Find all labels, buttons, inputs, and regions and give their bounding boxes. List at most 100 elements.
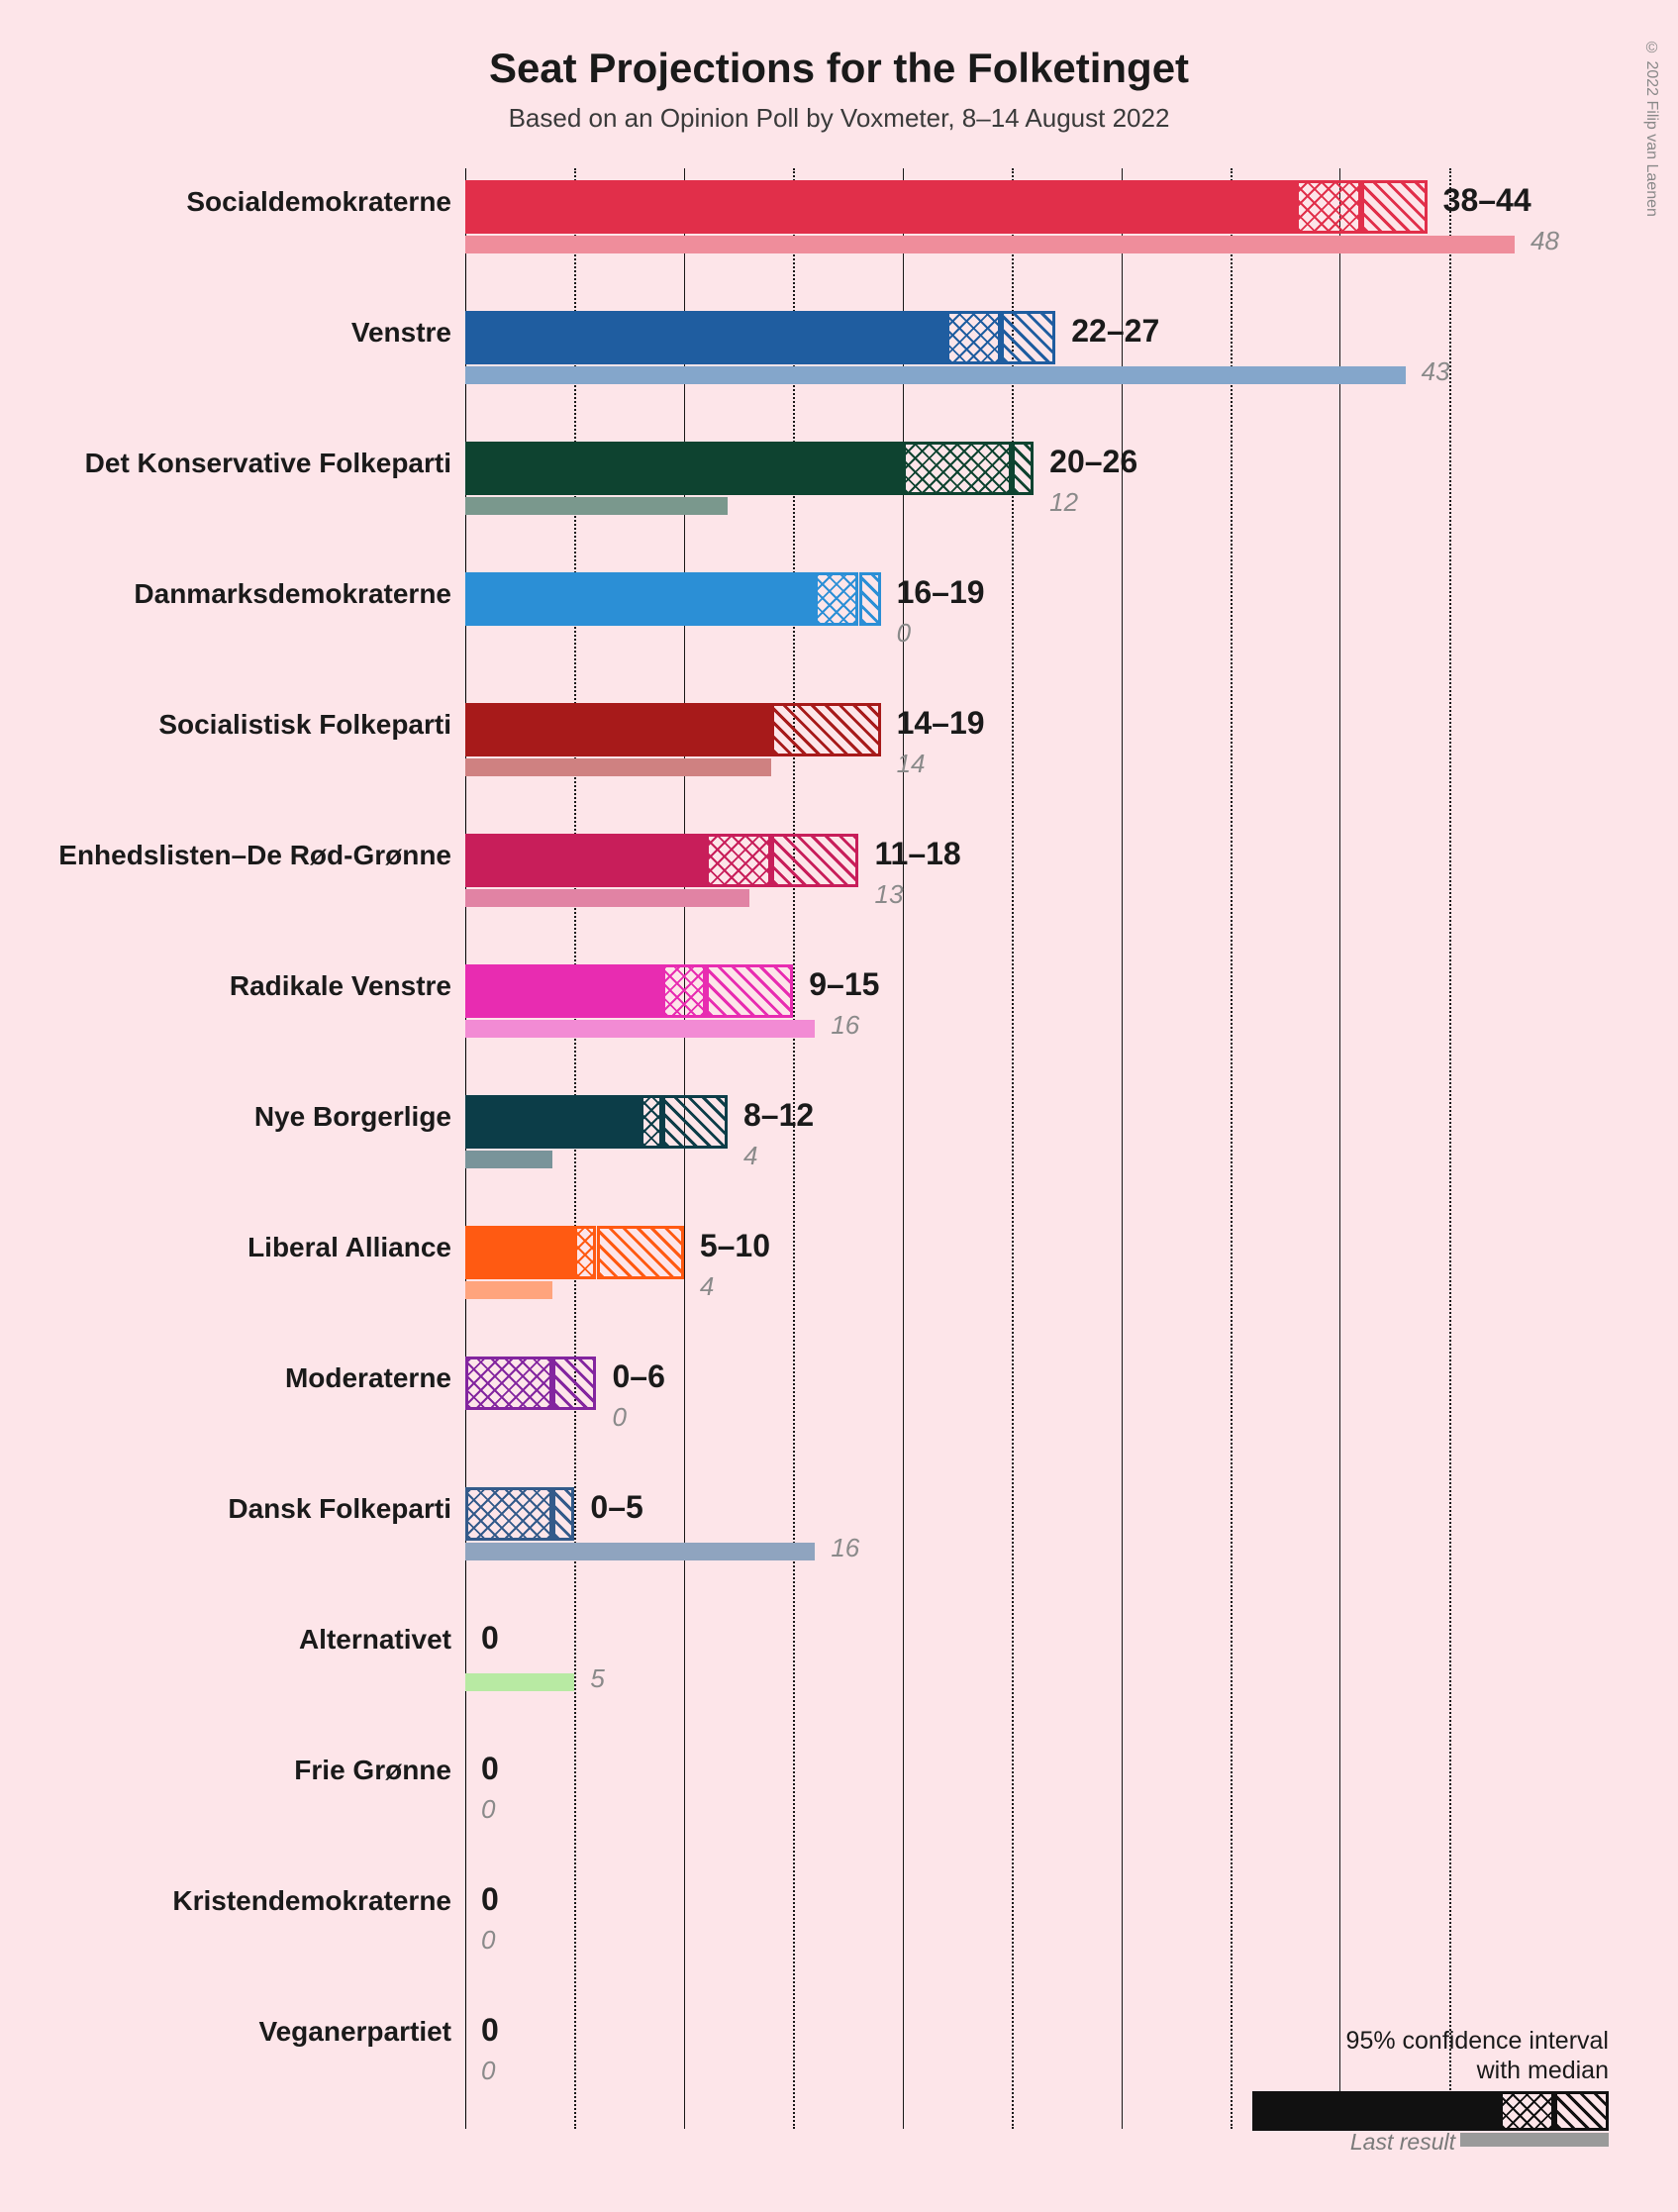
seat-bar-crosshatch [903, 442, 1012, 495]
party-name: Socialdemokraterne [186, 186, 451, 218]
seat-bar-diag [771, 834, 858, 887]
last-result-bar [465, 1020, 815, 1038]
last-result-label: 12 [1049, 487, 1078, 518]
last-result-bar [465, 366, 1406, 384]
seat-bar-diag [706, 964, 793, 1018]
chart-subtitle: Based on an Opinion Poll by Voxmeter, 8–… [0, 103, 1678, 134]
last-result-label: 0 [481, 1925, 495, 1956]
seat-bar-diag [662, 1095, 728, 1149]
seat-bar-crosshatch [706, 834, 771, 887]
party-row: Radikale Venstre 9–15 16 [59, 953, 1619, 1083]
legend-swatch: Last result [1252, 2091, 1609, 2153]
seat-bar-solid [465, 180, 1296, 234]
chart-plot-area: Socialdemokraterne38–4448Venstre22–2743D… [59, 168, 1619, 2153]
range-label: 20–26 [1049, 444, 1137, 480]
chart-title: Seat Projections for the Folketinget [0, 45, 1678, 92]
legend-crosshatch [1500, 2091, 1554, 2131]
legend: 95% confidence interval with median Last… [1252, 2026, 1609, 2153]
chart-canvas: Seat Projections for the Folketinget Bas… [0, 0, 1678, 2212]
seat-bar-solid [465, 311, 946, 364]
last-result-label: 16 [831, 1533, 859, 1563]
legend-line2: with median [1477, 2057, 1609, 2084]
party-name: Socialistisk Folkeparti [158, 709, 451, 741]
last-result-label: 13 [875, 879, 904, 910]
seat-bar-diag [552, 1357, 596, 1410]
party-name: Danmarksdemokraterne [134, 578, 451, 610]
party-name: Frie Grønne [294, 1755, 451, 1786]
party-row: Moderaterne0–60 [59, 1345, 1619, 1475]
last-result-label: 14 [897, 749, 926, 779]
seat-bar-solid [465, 572, 815, 626]
legend-last-bar [1460, 2133, 1609, 2147]
last-result-label: 48 [1530, 226, 1559, 256]
party-name: Enhedslisten–De Rød-Grønne [58, 840, 451, 871]
seat-bar-diag [859, 572, 881, 626]
party-name: Moderaterne [285, 1362, 451, 1394]
range-label: 0 [481, 2012, 499, 2049]
last-result-bar [465, 236, 1515, 253]
last-result-bar [465, 758, 771, 776]
seat-bar-crosshatch [815, 572, 858, 626]
party-row: Venstre22–2743 [59, 299, 1619, 430]
seat-bar-diag [771, 703, 880, 756]
last-result-label: 0 [897, 618, 911, 649]
party-name: Liberal Alliance [247, 1232, 451, 1263]
seat-bar-solid [465, 1095, 641, 1149]
last-result-label: 4 [700, 1271, 714, 1302]
party-row: Danmarksdemokraterne 16–19 0 [59, 560, 1619, 691]
seat-bar-solid [465, 964, 662, 1018]
party-row: Kristendemokraterne 0 0 [59, 1867, 1619, 1998]
seat-bar-crosshatch [1296, 180, 1361, 234]
party-name: Dansk Folkeparti [228, 1493, 451, 1525]
range-label: 0–6 [613, 1358, 665, 1395]
party-row: Dansk Folkeparti 0–5 16 [59, 1475, 1619, 1606]
last-result-label: 43 [1422, 356, 1450, 387]
seat-bar-diag [597, 1226, 684, 1279]
party-name: Det Konservative Folkeparti [85, 448, 451, 479]
last-result-label: 16 [831, 1010, 859, 1041]
range-label: 16–19 [897, 574, 985, 611]
range-label: 0–5 [590, 1489, 642, 1526]
seat-bar-crosshatch [946, 311, 1001, 364]
seat-bar-solid [465, 834, 706, 887]
party-row: Socialistisk Folkeparti 14–19 14 [59, 691, 1619, 822]
range-label: 14–19 [897, 705, 985, 742]
seat-bar-solid [465, 442, 903, 495]
party-name: Venstre [351, 317, 451, 349]
last-result-bar [465, 497, 728, 515]
last-result-bar [465, 1151, 552, 1168]
last-result-label: 4 [743, 1141, 757, 1171]
range-label: 0 [481, 1881, 499, 1918]
range-label: 0 [481, 1620, 499, 1657]
seat-bar-crosshatch [662, 964, 706, 1018]
range-label: 5–10 [700, 1228, 770, 1264]
copyright-text: © 2022 Filip van Laenen [1642, 40, 1660, 217]
seat-bar-solid [465, 1226, 574, 1279]
seat-bar-diag [1012, 442, 1034, 495]
seat-bar-crosshatch [465, 1357, 552, 1410]
last-result-label: 0 [481, 1794, 495, 1825]
party-name: Nye Borgerlige [254, 1101, 451, 1133]
party-row: Enhedslisten–De Rød-Grønne11–1813 [59, 822, 1619, 953]
party-row: Liberal Alliance 5–10 4 [59, 1214, 1619, 1345]
last-result-label: 0 [481, 2056, 495, 2086]
seat-bar-diag [552, 1487, 574, 1541]
last-result-bar [465, 1543, 815, 1560]
legend-line1: 95% confidence interval [1346, 2027, 1609, 2055]
party-name: Radikale Venstre [230, 970, 451, 1002]
legend-title: 95% confidence interval with median [1252, 2026, 1609, 2085]
legend-last-label: Last result [1350, 2129, 1455, 2156]
party-name: Veganerpartiet [258, 2016, 451, 2048]
range-label: 9–15 [809, 966, 879, 1003]
party-row: Alternativet05 [59, 1606, 1619, 1737]
last-result-bar [465, 1673, 574, 1691]
seat-bar-crosshatch [574, 1226, 596, 1279]
range-label: 38–44 [1443, 182, 1531, 219]
party-row: Det Konservative Folkeparti 20–26 12 [59, 430, 1619, 560]
party-name: Kristendemokraterne [172, 1885, 451, 1917]
legend-diag-hatch [1554, 2091, 1609, 2131]
seat-bar-solid [465, 703, 771, 756]
seat-bar-diag [1001, 311, 1055, 364]
party-name: Alternativet [299, 1624, 451, 1656]
range-label: 8–12 [743, 1097, 814, 1134]
